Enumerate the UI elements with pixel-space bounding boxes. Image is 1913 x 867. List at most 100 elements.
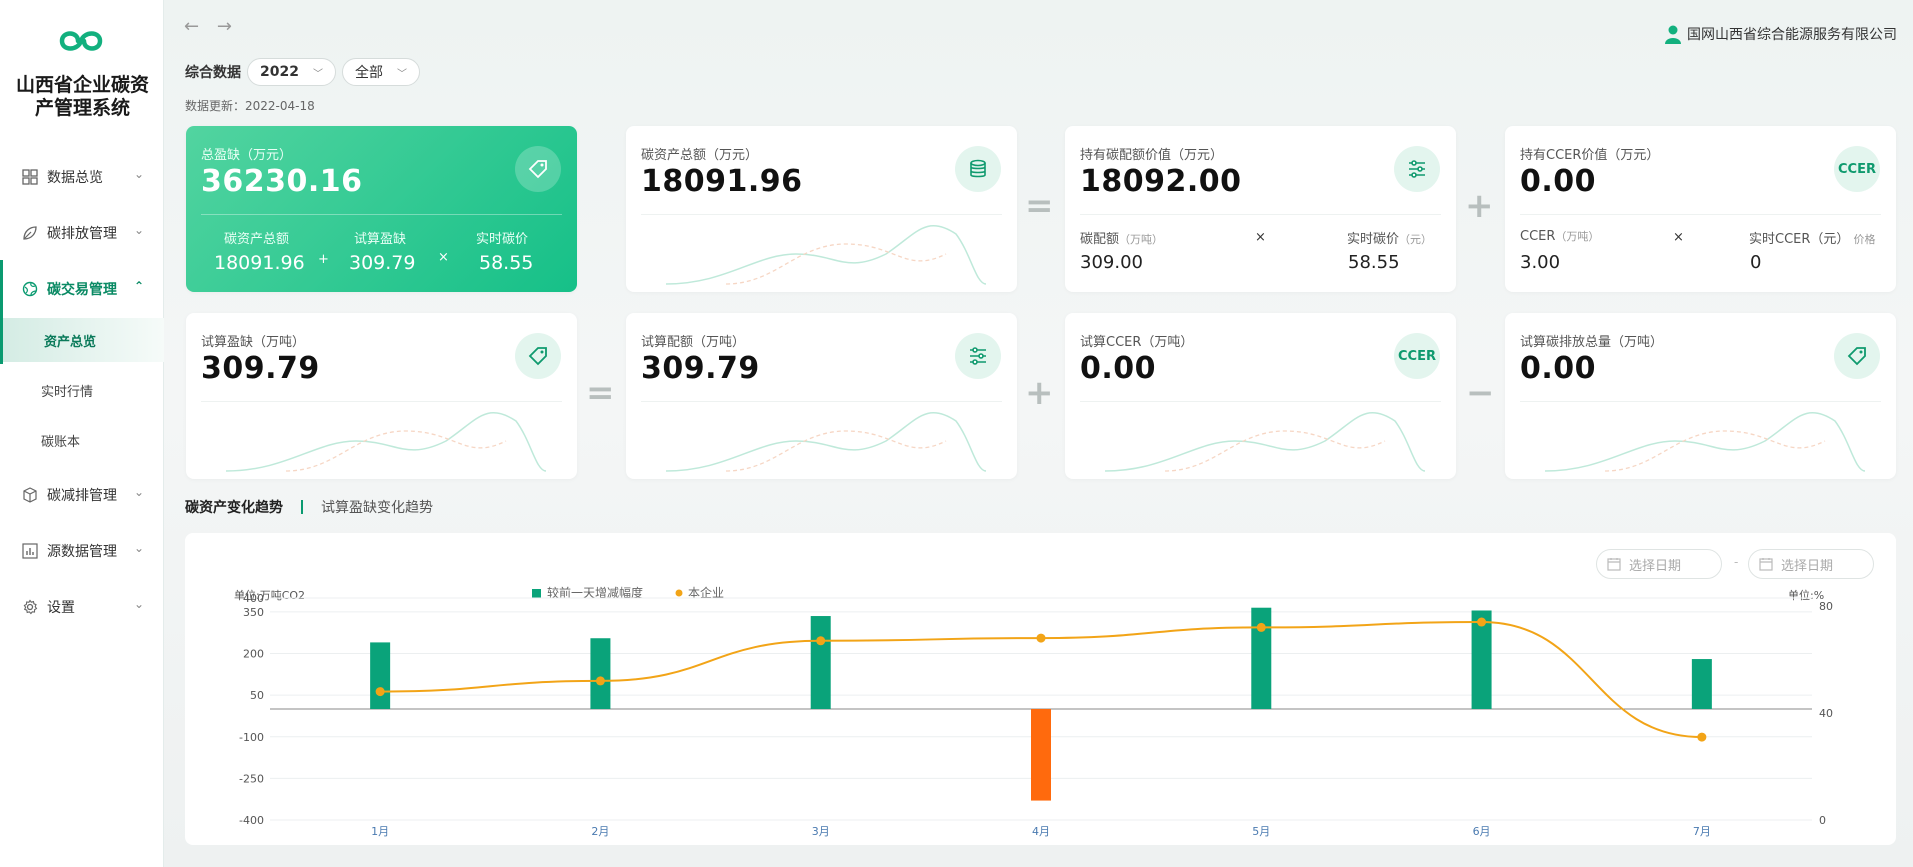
card-value: 0.00 xyxy=(1520,164,1597,199)
divider xyxy=(201,401,562,402)
line-point xyxy=(1477,617,1487,627)
sub-value: 309.79 xyxy=(349,252,416,274)
chevron-down-icon: ⌄ xyxy=(134,167,145,181)
chart-bar xyxy=(1031,709,1051,801)
card-carbon-assets: 碳资产总额（万元） 18091.96 xyxy=(626,126,1017,292)
nav-item-data-overview[interactable]: 数据总览 ⌄ xyxy=(0,154,164,198)
sub-label: 试算盈缺 xyxy=(354,232,407,247)
tab-gap-trend[interactable]: 试算盈缺变化趋势 xyxy=(321,500,433,516)
sub-value: 58.55 xyxy=(479,252,534,274)
nav-item-settings[interactable]: 设置 ⌄ xyxy=(0,584,164,628)
scope-value: 全部 xyxy=(354,65,383,81)
x-tick-label: 2月 xyxy=(591,825,609,838)
end-date-input[interactable]: 选择日期 xyxy=(1748,549,1874,579)
divider xyxy=(1520,214,1881,215)
company-info[interactable]: 国网山西省综合能源服务有限公司 xyxy=(1663,24,1897,44)
sub-label: CCER（万吨） xyxy=(1520,229,1600,244)
sparkline xyxy=(666,224,986,285)
card-title: 试算CCER（万吨） xyxy=(1080,335,1194,350)
divider xyxy=(201,214,562,215)
calendar-icon xyxy=(1759,558,1773,571)
card-title: 持有碳配额价值（万元） xyxy=(1080,148,1224,163)
card-total-gap: 总盈缺（万元） 36230.16 碳资产总额 18091.96 + 试算盈缺 3… xyxy=(186,126,577,292)
sub-item-label: 实时行情 xyxy=(41,385,94,400)
box-icon xyxy=(23,487,37,503)
line-point xyxy=(595,676,605,686)
line-point xyxy=(1697,732,1707,742)
sparkline xyxy=(666,411,986,472)
sub-label: 实时碳价（元） xyxy=(1347,232,1433,247)
app-title: 山西省企业碳资产管理系统 xyxy=(15,74,149,119)
year-select[interactable]: 2022 ﹀ xyxy=(247,58,336,86)
legend-label: 本企业 xyxy=(688,585,724,600)
x-tick-label: 3月 xyxy=(812,825,830,838)
card-title: 总盈缺（万元） xyxy=(201,148,293,163)
nav-item-emission[interactable]: 碳排放管理 ⌄ xyxy=(0,210,164,254)
sub-label: 实时碳价 xyxy=(476,232,529,247)
chevron-down-icon: ⌄ xyxy=(134,541,145,555)
sub-item-label: 碳账本 xyxy=(41,435,81,450)
divider xyxy=(1520,401,1881,402)
sparkline xyxy=(1545,411,1865,472)
x-tick-label: 6月 xyxy=(1473,825,1491,838)
tag-icon xyxy=(515,333,561,379)
back-arrow-icon[interactable]: ← xyxy=(184,16,200,37)
start-date-input[interactable]: 选择日期 xyxy=(1596,549,1722,579)
sub-value: 0 xyxy=(1750,252,1762,273)
user-icon xyxy=(1665,25,1681,44)
sub-label: 碳配额（万吨） xyxy=(1080,232,1164,247)
divider xyxy=(641,214,1002,215)
bar-chart-icon xyxy=(22,543,38,559)
logo-icon xyxy=(59,31,103,51)
card-title: 持有CCER价值（万元） xyxy=(1520,148,1660,163)
card-trial-gap: 试算盈缺（万吨） 309.79 xyxy=(186,313,577,479)
y-left-tick: 200 xyxy=(243,648,264,661)
nav-item-source-data[interactable]: 源数据管理 ⌄ xyxy=(0,528,164,572)
chevron-down-icon: ⌄ xyxy=(134,485,145,499)
sub-item-ledger[interactable]: 碳账本 xyxy=(0,418,164,462)
nav-item-reduction[interactable]: 碳减排管理 ⌄ xyxy=(0,472,164,516)
card-trial-quota: 试算配额（万吨） 309.79 xyxy=(626,313,1017,479)
card-value: 18092.00 xyxy=(1080,164,1242,199)
times-operator: × xyxy=(438,250,449,265)
minus-operator: − xyxy=(1466,373,1495,413)
card-title: 试算盈缺（万吨） xyxy=(201,335,306,350)
tag-icon xyxy=(515,146,561,192)
card-quota-value: 持有碳配额价值（万元） 18092.00 碳配额（万吨） 309.00 × 实时… xyxy=(1065,126,1456,292)
sub-value: 309.00 xyxy=(1080,252,1143,273)
equals-operator: = xyxy=(1025,186,1054,226)
sub-item-asset-overview[interactable]: 资产总览 xyxy=(0,318,164,362)
tag-icon xyxy=(1834,333,1880,379)
chart-bar xyxy=(1251,607,1272,709)
plus-operator: + xyxy=(1025,373,1054,413)
database-icon xyxy=(955,146,1001,192)
card-value: 0.00 xyxy=(1520,351,1597,386)
nav-item-trading[interactable]: 碳交易管理 ⌃ xyxy=(0,266,164,310)
forward-arrow-icon[interactable]: → xyxy=(216,16,232,37)
sub-item-label: 资产总览 xyxy=(44,335,97,350)
card-value: 36230.16 xyxy=(201,164,363,199)
chart-bar xyxy=(1471,610,1492,709)
filter-row: 综合数据 2022 ﹀ 全部 ﹀ xyxy=(185,58,426,86)
chart-bar xyxy=(370,642,391,709)
scope-select[interactable]: 全部 ﹀ xyxy=(341,58,420,86)
gear-icon xyxy=(23,599,38,615)
y-left-tick: -250 xyxy=(239,772,264,785)
line-point xyxy=(816,636,826,646)
sub-item-market[interactable]: 实时行情 xyxy=(0,368,164,412)
grid-icon xyxy=(22,169,38,185)
times-operator: × xyxy=(1673,230,1684,245)
nav-label: 设置 xyxy=(47,600,75,616)
sliders-icon xyxy=(1394,146,1440,192)
nav-label: 数据总览 xyxy=(47,170,103,186)
chart-panel: 选择日期 - 选择日期 单位:万吨CO2 单位:% 较前一天增减幅度 本企业 4… xyxy=(185,533,1896,845)
tab-asset-trend[interactable]: 碳资产变化趋势 xyxy=(185,500,283,516)
y-right-tick: 40 xyxy=(1819,707,1833,720)
y-left-tick: 350 xyxy=(243,606,264,619)
sliders-icon xyxy=(955,333,1001,379)
plus-operator: + xyxy=(1465,186,1494,226)
sub-value: 58.55 xyxy=(1348,252,1400,273)
divider xyxy=(641,401,1002,402)
sparkline xyxy=(226,411,546,472)
card-value: 0.00 xyxy=(1080,351,1157,386)
